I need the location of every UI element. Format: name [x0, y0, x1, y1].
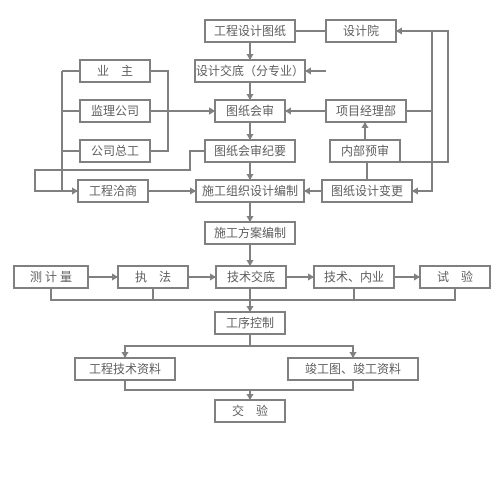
label-n_enforce: 执 法 — [135, 270, 171, 284]
label-n_scheme: 施工方案编制 — [214, 225, 286, 240]
label-n_tech_disc: 技术交底 — [227, 269, 275, 284]
label-n_eng_dwg: 工程设计图纸 — [214, 23, 286, 38]
label-n_survey: 测 计 量 — [30, 270, 72, 284]
label-n_owner: 业 主 — [97, 64, 133, 78]
edge — [125, 334, 250, 358]
flowchart-canvas: 工程设计图纸 设计院设计交底（分专业） 业 主监理公司公司总工 图纸会审 项目经理部图纸… — [0, 0, 504, 504]
label-n_asbuilt: 竣工图、竣工资料 — [305, 361, 401, 376]
label-n_design_inst: 设计院 — [343, 24, 379, 38]
label-n_negotiate: 工程洽商 — [89, 183, 137, 198]
label-n_handover: 交 验 — [232, 403, 268, 418]
edge — [51, 288, 455, 300]
edge — [250, 380, 353, 390]
label-n_review_sum: 图纸会审纪要 — [214, 143, 286, 158]
label-n_org_plan: 施工组织设计编制 — [202, 183, 298, 198]
label-n_int_review: 内部预审 — [341, 143, 389, 158]
label-n_test: 试 验 — [437, 269, 473, 284]
label-n_tech_doc: 工程技术资料 — [89, 361, 161, 376]
edge — [250, 346, 353, 358]
label-n_supervise: 监理公司 — [91, 104, 139, 118]
label-n_design_disc: 设计交底（分专业） — [196, 63, 304, 78]
label-n_dwg_review: 图纸会审 — [226, 103, 274, 118]
label-n_pm_dept: 项目经理部 — [336, 103, 396, 118]
label-n_chief_eng: 公司总工 — [91, 144, 139, 158]
edge — [62, 71, 78, 191]
label-n_proc_ctrl: 工序控制 — [226, 315, 274, 330]
label-n_dwg_change: 图纸设计变更 — [331, 183, 403, 198]
edge — [125, 380, 250, 400]
label-n_tech_int: 技术、内业 — [324, 270, 384, 284]
